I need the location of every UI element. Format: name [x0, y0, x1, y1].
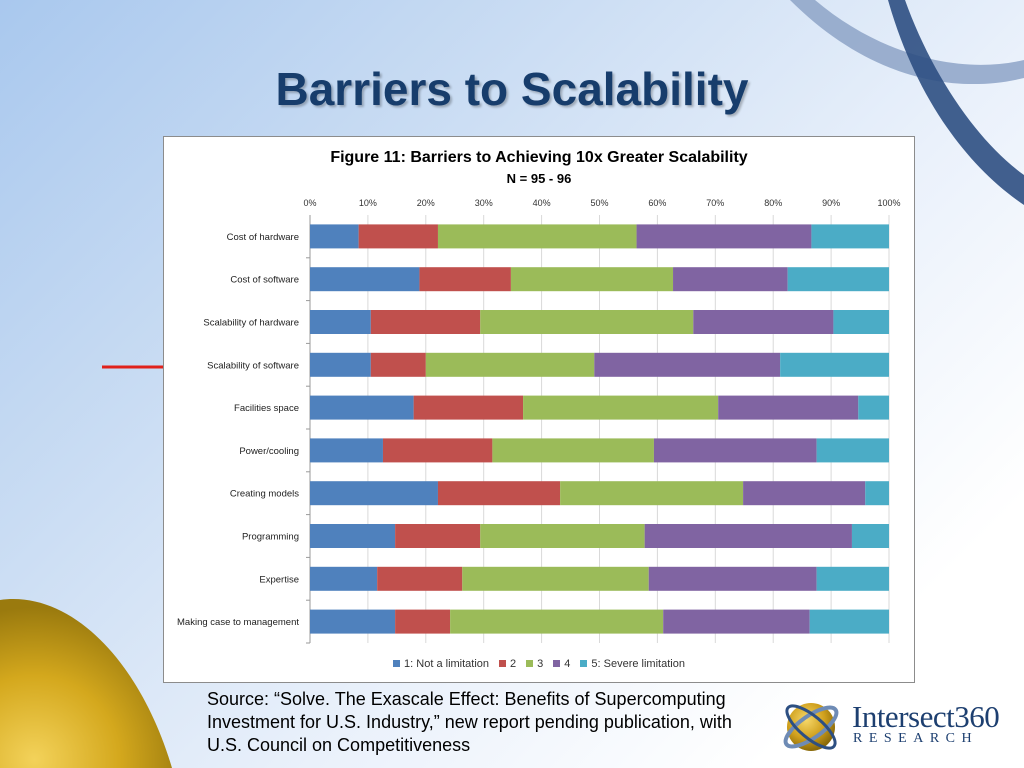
- source-citation: Source: “Solve. The Exascale Effect: Ben…: [207, 689, 732, 755]
- bar-segment: [310, 524, 396, 548]
- bar-segment: [653, 438, 817, 463]
- bar-segment: [644, 524, 852, 548]
- x-tick-label: 100%: [877, 198, 900, 208]
- category-label: Scalability of software: [207, 360, 299, 371]
- category-label: Expertise: [259, 574, 299, 585]
- legend-item: 4: [553, 658, 570, 670]
- x-tick-label: 0%: [303, 198, 316, 208]
- bar-segment: [833, 310, 889, 334]
- bar-segment: [370, 352, 426, 377]
- legend-swatch: [580, 659, 588, 667]
- bar-segment: [395, 609, 451, 634]
- bar-segment: [310, 566, 378, 591]
- bar-segment: [816, 566, 889, 591]
- globe-logo-icon: [783, 703, 839, 751]
- bar-segment: [811, 224, 889, 249]
- slide-title: Barriers to Scalability: [275, 63, 749, 115]
- legend-label: 5: Severe limitation: [591, 658, 685, 670]
- chart-legend: 1: Not a limitation 2 3 4 5: Severe limitati…: [164, 658, 914, 670]
- category-label: Facilities space: [234, 403, 299, 414]
- bar-segment: [743, 481, 866, 506]
- bar-segment: [780, 352, 889, 377]
- bar-segment: [809, 609, 889, 634]
- logo-subtitle: RESEARCH: [853, 731, 979, 746]
- category-label: Cost of software: [230, 275, 299, 286]
- legend-swatch: [553, 659, 561, 667]
- intersect360-logo: Intersect360 RESEARCH: [780, 695, 1000, 757]
- stacked-bar-chart: 0% 10% 20% 30% 40% 50% 60% 70% 80% 90% 100% Cost of…: [177, 198, 901, 644]
- bar-segment: [395, 524, 481, 548]
- bar-segment: [450, 609, 664, 634]
- bar-segment: [594, 352, 781, 377]
- logo-name: Intersect360: [852, 699, 1000, 734]
- bar-segment: [310, 481, 438, 506]
- legend-label: 3: [537, 658, 544, 670]
- legend-item: 2: [499, 658, 516, 670]
- x-tick-label: 30%: [475, 198, 493, 208]
- bar-segment: [523, 395, 719, 420]
- bar-segment: [648, 566, 817, 591]
- bar-segment: [851, 524, 889, 548]
- bar-segment: [673, 267, 788, 292]
- bar-segment: [693, 310, 834, 334]
- legend-label: 2: [510, 658, 517, 670]
- legend-item: 5: Severe limitation: [580, 658, 685, 670]
- bar-segment: [462, 566, 649, 591]
- bar-segment: [370, 310, 481, 334]
- legend-swatch: [526, 659, 534, 667]
- bar-segment: [718, 395, 859, 420]
- bar-segment: [310, 267, 420, 292]
- bar-segment: [413, 395, 524, 420]
- bar-segment: [636, 224, 812, 249]
- legend-label: 1: Not a limitation: [404, 658, 490, 670]
- bar-segment: [865, 481, 889, 506]
- legend-item: 3: [526, 658, 543, 670]
- bar-segment: [425, 352, 595, 377]
- chart-title: Figure 11: Barriers to Achieving 10x Gre…: [330, 149, 748, 166]
- x-tick-label: 70%: [706, 198, 724, 208]
- chart-panel: Figure 11: Barriers to Achieving 10x Gre…: [163, 136, 915, 683]
- x-tick-label: 80%: [764, 198, 782, 208]
- bar-segment: [310, 352, 371, 377]
- legend-swatch: [499, 659, 507, 667]
- bar-segment: [816, 438, 889, 463]
- x-tick-label: 20%: [417, 198, 435, 208]
- chart-subtitle: N = 95 - 96: [506, 171, 572, 186]
- bar-segment: [480, 524, 645, 548]
- bar-segment: [382, 438, 493, 463]
- bar-segment: [560, 481, 744, 506]
- x-tick-label: 90%: [822, 198, 840, 208]
- bar-segment: [858, 395, 889, 420]
- x-tick-label: 50%: [590, 198, 608, 208]
- bar-segment: [510, 267, 674, 292]
- category-label: Power/cooling: [239, 446, 299, 457]
- bar-segment: [437, 224, 637, 249]
- category-label: Scalability of hardware: [203, 318, 299, 329]
- x-tick-label: 40%: [533, 198, 551, 208]
- bar-segment: [419, 267, 511, 292]
- bar-segment: [492, 438, 654, 463]
- x-tick-label: 60%: [648, 198, 666, 208]
- bar-segment: [480, 310, 694, 334]
- bar-segment: [310, 609, 396, 634]
- bar-segment: [310, 395, 414, 420]
- category-label: Making case to management: [177, 617, 299, 628]
- legend-item: 1: Not a limitation: [393, 658, 489, 670]
- bar-segment: [310, 310, 371, 334]
- bar-segment: [377, 566, 463, 591]
- bar-segment: [787, 267, 889, 292]
- category-label: Creating models: [230, 489, 299, 500]
- bar-segment: [310, 224, 359, 249]
- bar-segment: [663, 609, 810, 634]
- category-label: Programming: [242, 532, 299, 543]
- bar-segment: [358, 224, 438, 249]
- legend-swatch: [393, 659, 401, 667]
- bar-segment: [310, 438, 383, 463]
- bar-segment: [437, 481, 561, 506]
- category-label: Cost of hardware: [227, 232, 299, 243]
- x-tick-label: 10%: [359, 198, 377, 208]
- legend-label: 4: [564, 658, 571, 670]
